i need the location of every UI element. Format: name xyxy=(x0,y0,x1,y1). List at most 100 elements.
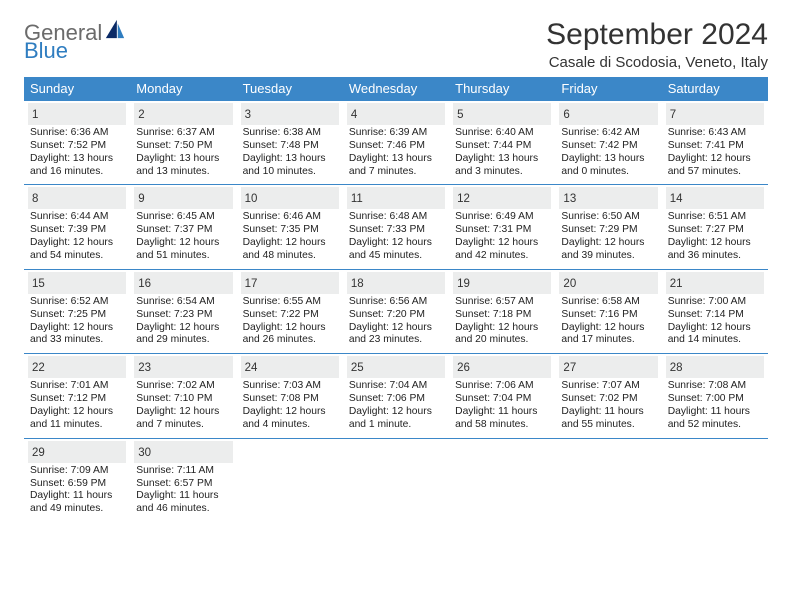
day-details: Sunrise: 6:37 AMSunset: 7:50 PMDaylight:… xyxy=(134,127,232,178)
day-number-bar: 17 xyxy=(241,272,339,294)
day-cell: 2Sunrise: 6:37 AMSunset: 7:50 PMDaylight… xyxy=(130,101,236,184)
detail-line: Sunset: 7:33 PM xyxy=(349,224,443,237)
day-cell: 27Sunrise: 7:07 AMSunset: 7:02 PMDayligh… xyxy=(555,354,661,437)
detail-line: Sunrise: 7:09 AM xyxy=(30,465,124,478)
detail-line: Sunrise: 7:06 AM xyxy=(455,380,549,393)
detail-line: and 26 minutes. xyxy=(243,334,337,347)
title-block: September 2024 Casale di Scodosia, Venet… xyxy=(546,18,768,71)
day-number: 16 xyxy=(138,278,151,290)
detail-line: Sunset: 7:04 PM xyxy=(455,393,549,406)
day-cell: 13Sunrise: 6:50 AMSunset: 7:29 PMDayligh… xyxy=(555,185,661,268)
day-number-bar: 29 xyxy=(28,441,126,463)
detail-line: Sunset: 7:16 PM xyxy=(561,309,655,322)
day-number: 7 xyxy=(670,109,676,121)
detail-line: Sunrise: 6:56 AM xyxy=(349,296,443,309)
detail-line: Sunrise: 6:42 AM xyxy=(561,127,655,140)
detail-line: and 46 minutes. xyxy=(136,503,230,516)
day-number-bar: 12 xyxy=(453,187,551,209)
day-number: 9 xyxy=(138,193,144,205)
detail-line: and 39 minutes. xyxy=(561,250,655,263)
month-title: September 2024 xyxy=(546,18,768,52)
day-details: Sunrise: 6:52 AMSunset: 7:25 PMDaylight:… xyxy=(28,296,126,347)
detail-line: Daylight: 12 hours xyxy=(30,322,124,335)
day-details: Sunrise: 6:42 AMSunset: 7:42 PMDaylight:… xyxy=(559,127,657,178)
detail-line: Sunset: 7:08 PM xyxy=(243,393,337,406)
detail-line: Sunrise: 7:07 AM xyxy=(561,380,655,393)
detail-line: Sunrise: 6:45 AM xyxy=(136,211,230,224)
day-number-bar: 7 xyxy=(666,103,764,125)
brand-word-2: Blue xyxy=(24,38,68,63)
day-number: 8 xyxy=(32,193,38,205)
detail-line: Daylight: 12 hours xyxy=(136,406,230,419)
day-cell: 16 Sunrise: 6:54 AMSunset: 7:23 PMDayligh… xyxy=(130,270,236,353)
detail-line: and 4 minutes. xyxy=(243,419,337,432)
day-details: Sunrise: 6:48 AMSunset: 7:33 PMDaylight:… xyxy=(347,211,445,262)
day-details: Sunrise: 7:08 AMSunset: 7:00 PMDaylight:… xyxy=(666,380,764,431)
day-number: 22 xyxy=(32,362,45,374)
detail-line: and 42 minutes. xyxy=(455,250,549,263)
day-cell: 4Sunrise: 6:39 AMSunset: 7:46 PMDaylight… xyxy=(343,101,449,184)
detail-line: Sunset: 7:10 PM xyxy=(136,393,230,406)
day-details: Sunrise: 7:07 AMSunset: 7:02 PMDaylight:… xyxy=(559,380,657,431)
detail-line: Daylight: 12 hours xyxy=(668,322,762,335)
day-number-bar: 24 xyxy=(241,356,339,378)
detail-line: Daylight: 11 hours xyxy=(455,406,549,419)
weeks-container: 1Sunrise: 6:36 AMSunset: 7:52 PMDaylight… xyxy=(24,101,768,522)
detail-line: Sunrise: 6:37 AM xyxy=(136,127,230,140)
day-details: Sunrise: 6:54 AMSunset: 7:23 PMDaylight:… xyxy=(134,296,232,347)
day-number-bar: 21 xyxy=(666,272,764,294)
detail-line: Sunset: 7:39 PM xyxy=(30,224,124,237)
day-number-bar: 23 xyxy=(134,356,232,378)
detail-line: Sunrise: 6:38 AM xyxy=(243,127,337,140)
day-cell: 6Sunrise: 6:42 AMSunset: 7:42 PMDaylight… xyxy=(555,101,661,184)
day-number: 29 xyxy=(32,447,45,459)
day-number-bar: 25 xyxy=(347,356,445,378)
day-cell xyxy=(237,439,343,522)
detail-line: and 54 minutes. xyxy=(30,250,124,263)
day-details: Sunrise: 6:58 AMSunset: 7:16 PMDaylight:… xyxy=(559,296,657,347)
detail-line: Daylight: 12 hours xyxy=(243,237,337,250)
detail-line: and 51 minutes. xyxy=(136,250,230,263)
detail-line: and 13 minutes. xyxy=(136,166,230,179)
day-cell: 15Sunrise: 6:52 AMSunset: 7:25 PMDayligh… xyxy=(24,270,130,353)
detail-line: Sunrise: 6:54 AM xyxy=(136,296,230,309)
detail-line: Sunset: 7:44 PM xyxy=(455,140,549,153)
detail-line: Sunrise: 7:02 AM xyxy=(136,380,230,393)
day-number-bar: 2 xyxy=(134,103,232,125)
day-details: Sunrise: 7:04 AMSunset: 7:06 PMDaylight:… xyxy=(347,380,445,431)
detail-line: Sunset: 7:42 PM xyxy=(561,140,655,153)
day-cell xyxy=(449,439,555,522)
day-number-bar: 26 xyxy=(453,356,551,378)
detail-line: Sunrise: 6:51 AM xyxy=(668,211,762,224)
detail-line: Daylight: 12 hours xyxy=(561,237,655,250)
detail-line: Sunrise: 6:39 AM xyxy=(349,127,443,140)
detail-line: Daylight: 12 hours xyxy=(668,237,762,250)
day-number: 11 xyxy=(351,193,363,205)
detail-line: and 20 minutes. xyxy=(455,334,549,347)
detail-line: and 33 minutes. xyxy=(30,334,124,347)
brand-logo: General Blue xyxy=(24,22,126,62)
day-cell: 25Sunrise: 7:04 AMSunset: 7:06 PMDayligh… xyxy=(343,354,449,437)
detail-line: and 36 minutes. xyxy=(668,250,762,263)
day-number-bar: 8 xyxy=(28,187,126,209)
day-number-bar: 10 xyxy=(241,187,339,209)
day-number-bar: 13 xyxy=(559,187,657,209)
detail-line: and 1 minute. xyxy=(349,419,443,432)
day-number: 28 xyxy=(670,362,683,374)
detail-line: and 14 minutes. xyxy=(668,334,762,347)
detail-line: and 45 minutes. xyxy=(349,250,443,263)
location-subtitle: Casale di Scodosia, Veneto, Italy xyxy=(546,54,768,71)
day-cell: 20 Sunrise: 6:58 AMSunset: 7:16 PMDayligh… xyxy=(555,270,661,353)
day-cell: 10Sunrise: 6:46 AMSunset: 7:35 PMDayligh… xyxy=(237,185,343,268)
detail-line: Sunset: 7:14 PM xyxy=(668,309,762,322)
detail-line: and 10 minutes. xyxy=(243,166,337,179)
day-number-bar: 16 xyxy=(134,272,232,294)
day-number: 20 xyxy=(563,278,576,290)
detail-line: Daylight: 12 hours xyxy=(668,153,762,166)
detail-line: Sunset: 7:02 PM xyxy=(561,393,655,406)
detail-line: Sunrise: 6:49 AM xyxy=(455,211,549,224)
day-cell xyxy=(555,439,661,522)
detail-line: and 52 minutes. xyxy=(668,419,762,432)
detail-line: Sunrise: 6:40 AM xyxy=(455,127,549,140)
detail-line: and 11 minutes. xyxy=(30,419,124,432)
